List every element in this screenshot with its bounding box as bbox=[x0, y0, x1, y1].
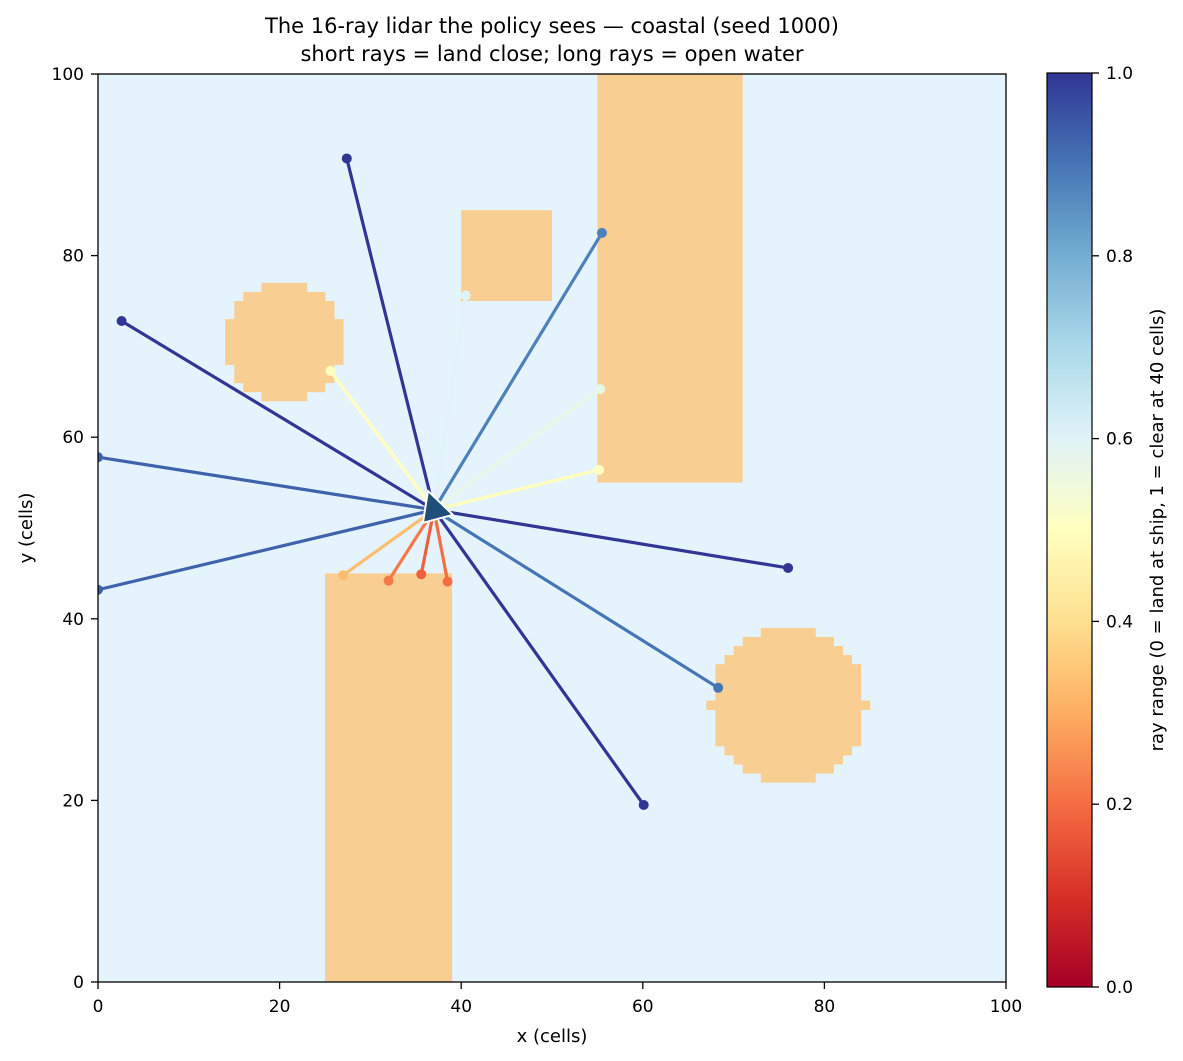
lidar-ray-13 bbox=[432, 293, 468, 512]
colorbar-tick-label: 1.0 bbox=[1106, 64, 1133, 84]
colorbar-tick-label: 0.4 bbox=[1106, 612, 1133, 632]
ray-hit-point-3 bbox=[638, 799, 649, 810]
x-axis-label: x (cells) bbox=[517, 1026, 588, 1047]
lidar-ray-16 bbox=[432, 468, 601, 512]
lidar-ray-3 bbox=[432, 508, 646, 807]
chart-subtitle: short rays = land close; long rays = ope… bbox=[300, 42, 803, 66]
ray-hit-point-13 bbox=[460, 290, 471, 301]
ray-hit-point-4 bbox=[442, 576, 453, 587]
colorbar-label: ray range (0 = land at ship, 1 = clear a… bbox=[1147, 309, 1168, 752]
ship-marker bbox=[421, 489, 454, 524]
land-island-1 bbox=[225, 282, 344, 402]
plot-frame bbox=[97, 73, 1007, 983]
ray-hit-point-14 bbox=[596, 227, 607, 238]
x-tick-label: 60 bbox=[632, 997, 654, 1017]
y-tick-label: 60 bbox=[62, 428, 84, 448]
lidar-ray-14 bbox=[432, 231, 604, 512]
colorbar-tick-label: 0.2 bbox=[1106, 795, 1133, 815]
y-axis-label: y (cells) bbox=[16, 493, 37, 564]
y-axis-ticks: 0 20 40 60 80 100 bbox=[52, 65, 98, 993]
x-tick-label: 100 bbox=[990, 997, 1022, 1017]
land-layer bbox=[225, 74, 871, 982]
lidar-ray-10 bbox=[120, 319, 436, 512]
colorbar-tick-label: 0.0 bbox=[1106, 978, 1133, 998]
lidar-ray-15 bbox=[432, 387, 602, 512]
lidar-ray-7 bbox=[341, 508, 436, 577]
land-rect-3 bbox=[325, 573, 453, 982]
x-tick-label: 20 bbox=[269, 997, 291, 1017]
x-tick-label: 40 bbox=[450, 997, 472, 1017]
ray-hit-point-8 bbox=[98, 584, 103, 595]
y-tick-label: 40 bbox=[62, 610, 84, 630]
ray-hit-point-2 bbox=[713, 682, 724, 693]
lidar-ray-12 bbox=[345, 156, 436, 512]
y-tick-label: 0 bbox=[73, 973, 84, 993]
ray-hit-point-15 bbox=[595, 384, 606, 395]
colorbar-tick-label: 0.6 bbox=[1106, 430, 1133, 450]
ray-hit-point-5 bbox=[416, 569, 427, 580]
colorbar-tick-label: 0.8 bbox=[1106, 247, 1133, 267]
lidar-ray-1 bbox=[432, 508, 790, 570]
ray-hit-point-12 bbox=[341, 153, 352, 164]
lidar-ray-4 bbox=[432, 508, 450, 584]
x-tick-label: 80 bbox=[814, 997, 836, 1017]
land-rect-1 bbox=[597, 74, 743, 483]
rays-layer bbox=[98, 153, 794, 810]
ray-hit-point-11 bbox=[325, 365, 336, 376]
colorbar-ticks: 0.0 0.2 0.4 0.6 0.8 1.0 bbox=[1092, 64, 1133, 998]
ray-hit-point-16 bbox=[594, 464, 605, 475]
land-rect-2 bbox=[461, 210, 552, 301]
ray-hit-point-9 bbox=[98, 452, 103, 463]
x-axis-ticks: 0 20 40 60 80 100 bbox=[93, 982, 1022, 1017]
lidar-ray-9 bbox=[98, 455, 436, 512]
x-tick-label: 0 bbox=[93, 997, 104, 1017]
y-tick-label: 80 bbox=[62, 247, 84, 267]
y-tick-label: 20 bbox=[62, 791, 84, 811]
ray-hit-point-10 bbox=[116, 315, 127, 326]
y-tick-label: 100 bbox=[52, 65, 84, 85]
ray-hit-point-7 bbox=[338, 570, 349, 581]
land-island-2 bbox=[706, 627, 871, 783]
lidar-ray-8 bbox=[98, 508, 436, 592]
colorbar bbox=[1046, 72, 1093, 988]
ray-hit-point-1 bbox=[783, 562, 794, 573]
lidar-ray-11 bbox=[328, 369, 436, 512]
chart-title: The 16-ray lidar the policy sees — coast… bbox=[264, 14, 839, 38]
ray-hit-point-6 bbox=[383, 575, 394, 586]
lidar-ray-2 bbox=[432, 508, 720, 690]
